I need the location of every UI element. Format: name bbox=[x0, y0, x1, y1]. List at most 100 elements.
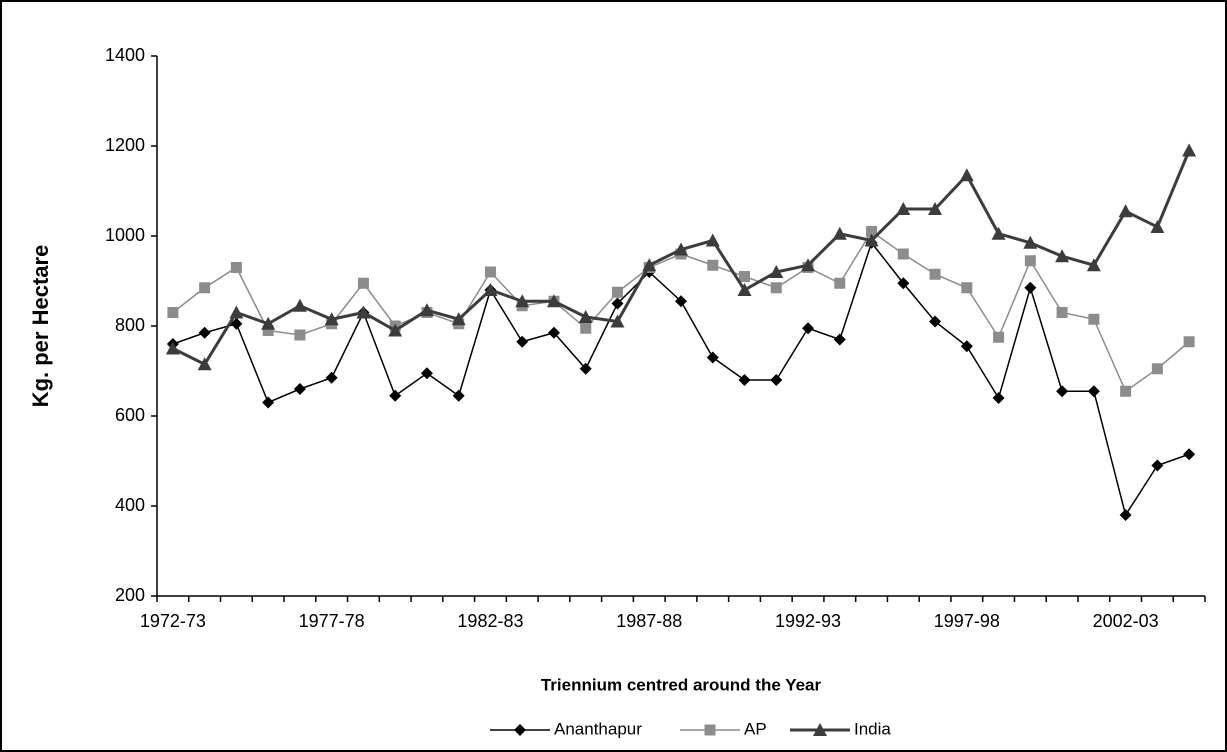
y-axis-title: Kg. per Hectare bbox=[28, 245, 53, 408]
point bbox=[294, 329, 306, 341]
legend-label: Ananthapur bbox=[554, 719, 642, 738]
point bbox=[1086, 258, 1101, 272]
point bbox=[388, 323, 403, 337]
point bbox=[1183, 336, 1195, 348]
legend-marker bbox=[813, 723, 827, 736]
point bbox=[578, 310, 593, 323]
point bbox=[324, 312, 339, 326]
point bbox=[199, 282, 211, 294]
point bbox=[834, 277, 846, 289]
point bbox=[674, 242, 688, 256]
point bbox=[325, 371, 338, 384]
point bbox=[167, 307, 179, 318]
x-axis-title: Triennium centred around the Year bbox=[541, 675, 822, 694]
y-tick-label: 400 bbox=[115, 495, 145, 515]
point bbox=[293, 383, 306, 395]
point bbox=[833, 333, 846, 346]
point bbox=[992, 392, 1005, 404]
point bbox=[897, 248, 909, 260]
point bbox=[420, 367, 433, 380]
point bbox=[929, 315, 942, 328]
y-tick-label: 200 bbox=[115, 585, 145, 605]
x-tick-label: 1987-88 bbox=[616, 611, 682, 631]
point bbox=[611, 297, 624, 310]
legend-label: India bbox=[854, 719, 891, 738]
point bbox=[611, 286, 623, 298]
point bbox=[928, 202, 943, 215]
point bbox=[515, 294, 530, 308]
point bbox=[198, 326, 211, 339]
point bbox=[579, 362, 592, 375]
point bbox=[801, 258, 816, 272]
x-tick-label: 1992-93 bbox=[775, 611, 841, 631]
point bbox=[896, 202, 911, 215]
point bbox=[451, 312, 466, 326]
y-tick-label: 600 bbox=[115, 405, 145, 425]
point bbox=[802, 322, 815, 335]
point bbox=[738, 374, 751, 386]
point bbox=[1056, 385, 1069, 398]
x-tick-label: 1997-98 bbox=[934, 611, 1000, 631]
point bbox=[959, 168, 974, 182]
point bbox=[262, 325, 274, 336]
point bbox=[197, 357, 212, 371]
point bbox=[642, 258, 657, 272]
point bbox=[1151, 363, 1163, 375]
point bbox=[864, 233, 879, 247]
point bbox=[547, 326, 560, 339]
point bbox=[832, 226, 847, 240]
point bbox=[993, 331, 1005, 343]
point bbox=[1151, 459, 1164, 472]
point bbox=[737, 283, 752, 296]
x-tick-label: 2002-03 bbox=[1093, 611, 1159, 631]
point bbox=[262, 396, 275, 409]
point bbox=[770, 374, 783, 386]
point bbox=[419, 303, 434, 317]
point bbox=[1023, 235, 1038, 249]
point bbox=[1055, 249, 1070, 263]
point bbox=[230, 317, 243, 330]
point bbox=[484, 266, 496, 278]
point bbox=[230, 262, 242, 273]
point bbox=[1150, 220, 1165, 233]
point bbox=[546, 294, 561, 308]
point bbox=[1183, 448, 1196, 461]
point bbox=[356, 305, 371, 319]
point bbox=[357, 277, 369, 289]
point bbox=[1120, 385, 1132, 397]
point bbox=[991, 226, 1006, 240]
legend-marker bbox=[704, 724, 716, 736]
legend-marker bbox=[514, 724, 526, 736]
point bbox=[705, 233, 720, 247]
point bbox=[483, 283, 498, 296]
y-tick-label: 1400 bbox=[105, 45, 145, 65]
point bbox=[165, 341, 180, 355]
point bbox=[1024, 281, 1037, 294]
y-tick-label: 1000 bbox=[105, 225, 145, 245]
x-tick-label: 1977-78 bbox=[299, 611, 365, 631]
point bbox=[261, 316, 276, 330]
x-tick-label: 1972-73 bbox=[140, 611, 206, 631]
point bbox=[1056, 307, 1068, 318]
y-tick-label: 800 bbox=[115, 315, 145, 335]
point bbox=[675, 295, 687, 308]
point bbox=[610, 314, 625, 328]
point bbox=[707, 259, 719, 271]
y-tick-label: 1200 bbox=[105, 135, 145, 155]
point bbox=[452, 389, 465, 402]
point bbox=[770, 282, 782, 294]
point bbox=[706, 351, 719, 364]
point bbox=[960, 340, 973, 353]
point bbox=[516, 335, 529, 348]
point bbox=[1182, 143, 1197, 157]
point bbox=[1119, 509, 1132, 521]
point bbox=[866, 226, 878, 237]
point bbox=[769, 265, 784, 278]
point bbox=[389, 389, 402, 402]
legend-label: AP bbox=[744, 719, 767, 738]
point bbox=[229, 305, 244, 319]
point bbox=[1024, 255, 1036, 267]
point bbox=[929, 268, 941, 280]
